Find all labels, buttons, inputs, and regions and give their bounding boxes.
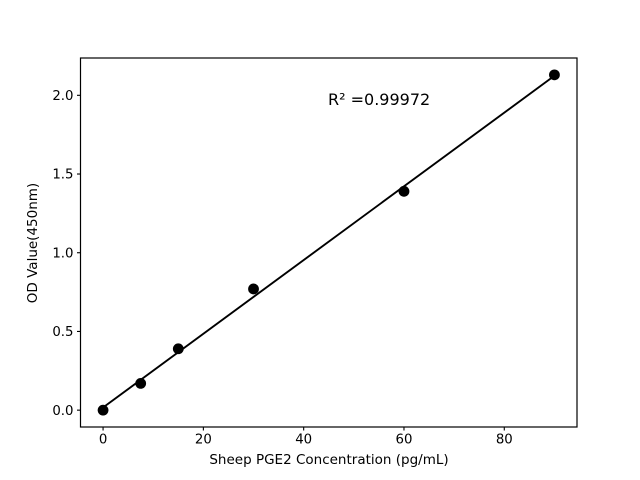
y-axis-label: OD Value(450nm) [25,182,41,304]
x-tick-label: 40 [295,433,312,448]
data-point [97,404,109,416]
y-tick-label: 0.0 [52,404,73,419]
axes-spines [79,57,578,428]
x-tick-label: 60 [396,433,413,448]
x-tick-label: 80 [496,433,513,448]
data-point [172,343,184,355]
x-tick-label: 20 [195,433,212,448]
y-tick-label: 2.0 [52,89,73,104]
y-tick-label: 1.0 [52,246,73,261]
data-point [398,185,410,197]
y-tick-label: 0.5 [52,325,73,340]
data-point [135,377,147,389]
x-axis-label: Sheep PGE2 Concentration (pg/mL) [209,452,449,468]
r-squared-annotation: R² =0.99972 [328,90,431,109]
x-tick-label: 0 [99,433,107,448]
data-point [549,69,560,81]
data-point [248,283,259,295]
y-tick-label: 1.5 [52,168,73,183]
fit-line [102,74,556,409]
